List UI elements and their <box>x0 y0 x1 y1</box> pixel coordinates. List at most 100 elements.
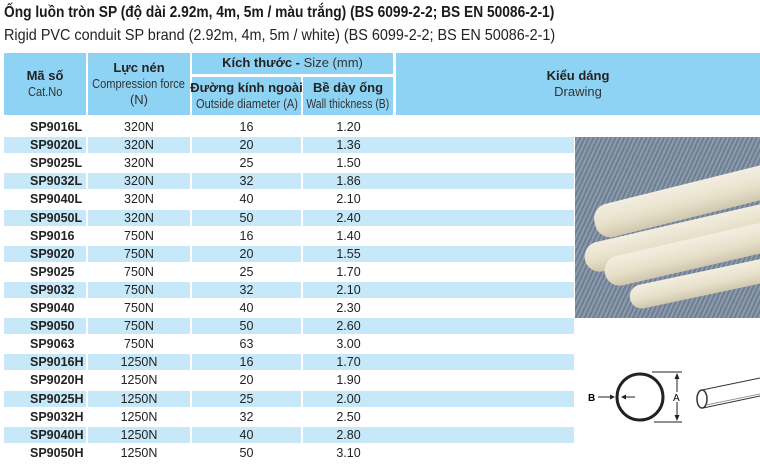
cell-wall-thickness: 1.70 <box>336 264 361 279</box>
table-row: SP9032 750N 32 2.10 <box>0 281 574 299</box>
cell-outside-diameter: 25 <box>239 264 254 279</box>
cell-outside-diameter: 63 <box>239 337 254 352</box>
conduit-pipes-photo <box>575 137 760 318</box>
table-row: SP9025 750N 25 1.70 <box>0 263 574 281</box>
cell-cat-no: SP9050 <box>4 318 86 335</box>
table-row: SP9040 750N 40 2.30 <box>0 299 574 317</box>
cell-cat-no: SP9020 <box>4 245 86 262</box>
cell-wall-thickness: 2.50 <box>336 409 361 424</box>
cell-outside-diameter: 25 <box>239 156 254 171</box>
table-row: SP9025H 1250N 25 2.00 <box>0 390 574 408</box>
cell-cat-no: SP9040 <box>30 301 75 315</box>
cell-force: 750N <box>124 337 154 352</box>
cell-outside-diameter: 50 <box>192 318 301 335</box>
table-row: SP9040H 1250N 40 2.80 <box>0 426 574 444</box>
header-cat-vi: Mã số <box>26 68 64 83</box>
cell-outside-diameter: 50 <box>192 209 301 226</box>
header-wall-vi: Bề dày ống <box>312 80 384 95</box>
title-english: Rigid PVC conduit SP brand (2.92m, 4m, 5… <box>4 27 556 44</box>
cell-outside-diameter: 32 <box>239 409 254 424</box>
cell-cat-no: SP9016L <box>30 120 83 134</box>
table-row: SP9050H 1250N 50 3.10 <box>0 444 574 462</box>
cell-cat-no: SP9020L <box>4 137 86 154</box>
cell-wall-thickness: 2.00 <box>303 390 574 407</box>
cell-wall-thickness: 3.10 <box>336 445 361 460</box>
cell-outside-diameter: 50 <box>239 445 254 460</box>
cell-cat-no: SP9032L <box>4 173 86 190</box>
cell-wall-thickness: 2.40 <box>303 209 574 226</box>
cell-force: 750N <box>88 318 190 335</box>
header-size-en: Size (mm) <box>303 55 363 70</box>
pipe-dimension-drawing: B A <box>588 371 760 423</box>
cell-outside-diameter: 25 <box>192 390 301 407</box>
header-force-en: Compression force <box>92 76 186 91</box>
cell-cat-no: SP9016H <box>4 354 86 371</box>
header-outside-diameter: Đường kính ngoài Outside diameter (A) <box>190 77 303 115</box>
cell-force: 750N <box>124 228 154 243</box>
cell-outside-diameter: 16 <box>239 228 254 243</box>
cell-wall-thickness: 2.80 <box>303 426 574 443</box>
cell-wall-thickness: 2.10 <box>303 281 574 298</box>
cell-wall-thickness: 1.55 <box>303 245 574 262</box>
cell-cat-no: SP9025H <box>4 390 86 407</box>
header-force-unit: (N) <box>129 92 149 107</box>
header-size: Kích thước - Size (mm) <box>192 53 393 74</box>
header-drawing-vi: Kiểu dáng <box>546 68 610 83</box>
cell-force: 320N <box>88 137 190 154</box>
cell-force: 320N <box>124 156 154 171</box>
table-row: SP9032H 1250N 32 2.50 <box>0 408 574 426</box>
cell-cat-no: SP9032H <box>30 409 84 424</box>
label-b: B <box>588 393 595 404</box>
cell-force: 1250N <box>120 409 158 424</box>
title-vietnamese: Ống luồn tròn SP (độ dài 2.92m, 4m, 5m /… <box>4 4 555 21</box>
pipe-side-view <box>696 389 708 409</box>
cell-force: 320N <box>124 192 154 207</box>
cell-outside-diameter: 32 <box>192 173 301 190</box>
cell-wall-thickness: 1.36 <box>303 137 574 154</box>
header-force-vi: Lực nén <box>113 60 165 75</box>
table-row: SP9040L 320N 40 2.10 <box>0 190 574 208</box>
header-drawing-en: Drawing <box>554 84 602 99</box>
cell-wall-thickness: 2.60 <box>303 318 574 335</box>
cell-outside-diameter: 16 <box>239 120 254 134</box>
cell-outside-diameter: 40 <box>192 426 301 443</box>
cell-force: 320N <box>88 173 190 190</box>
cell-wall-thickness: 1.20 <box>336 120 361 134</box>
cell-force: 1250N <box>120 445 158 460</box>
header-size-vi: Kích thước - <box>222 55 301 70</box>
table-row: SP9025L 320N 25 1.50 <box>0 154 574 172</box>
table-row: SP9016L 320N 16 1.20 <box>0 118 574 136</box>
cell-force: 1250N <box>88 426 190 443</box>
cell-cat-no: SP9016 <box>30 228 75 243</box>
table-row: SP9050L 320N 50 2.40 <box>0 209 574 227</box>
cell-force: 750N <box>124 301 154 315</box>
table-row: SP9020H 1250N 20 1.90 <box>0 371 574 389</box>
cell-wall-thickness: 3.00 <box>336 337 361 352</box>
cell-cat-no: SP9032 <box>4 281 86 298</box>
table-row: SP9063 750N 63 3.00 <box>0 335 574 353</box>
label-a: A <box>673 393 680 404</box>
cell-outside-diameter: 16 <box>192 354 301 371</box>
cell-force: 1250N <box>88 390 190 407</box>
cell-cat-no: SP9063 <box>30 337 75 352</box>
cell-force: 750N <box>88 245 190 262</box>
cell-wall-thickness: 1.40 <box>336 228 361 243</box>
cell-wall-thickness: 2.30 <box>336 301 361 315</box>
table-row: SP9016 750N 16 1.40 <box>0 227 574 245</box>
cell-wall-thickness: 1.90 <box>336 373 361 388</box>
cell-cat-no: SP9050H <box>30 445 84 460</box>
cell-outside-diameter: 32 <box>192 281 301 298</box>
cell-wall-thickness: 1.50 <box>336 156 361 171</box>
cell-outside-diameter: 20 <box>239 373 254 388</box>
cell-wall-thickness: 2.10 <box>336 192 361 207</box>
cell-outside-diameter: 40 <box>239 192 254 207</box>
cell-cat-no: SP9040L <box>30 192 83 207</box>
cell-cat-no: SP9025 <box>30 264 75 279</box>
cell-outside-diameter: 20 <box>192 137 301 154</box>
cell-outside-diameter: 40 <box>239 301 254 315</box>
cell-force: 320N <box>88 209 190 226</box>
cell-wall-thickness: 1.70 <box>303 354 574 371</box>
cell-cat-no: SP9025L <box>30 156 83 171</box>
header-cat-en: Cat.No <box>27 84 63 99</box>
header-wall-thickness: Bề dày ống Wall thickness (B) <box>303 77 393 115</box>
